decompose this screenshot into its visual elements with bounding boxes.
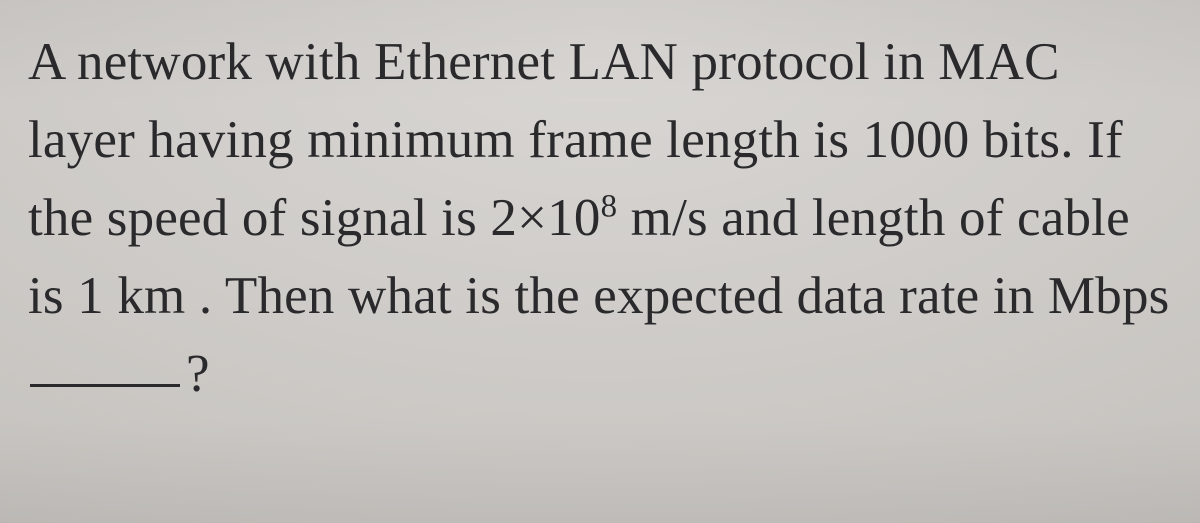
sci-exponent: 8 [601, 188, 618, 224]
question-text: A network with Ethernet LAN protocol in … [0, 0, 1200, 414]
answer-blank [30, 384, 180, 387]
sci-unit: m/s [617, 189, 708, 247]
sci-base: 2×10 [490, 189, 600, 247]
question-segment-3: ? [186, 345, 210, 403]
signal-speed-value: 2×108 m/s [490, 189, 707, 247]
